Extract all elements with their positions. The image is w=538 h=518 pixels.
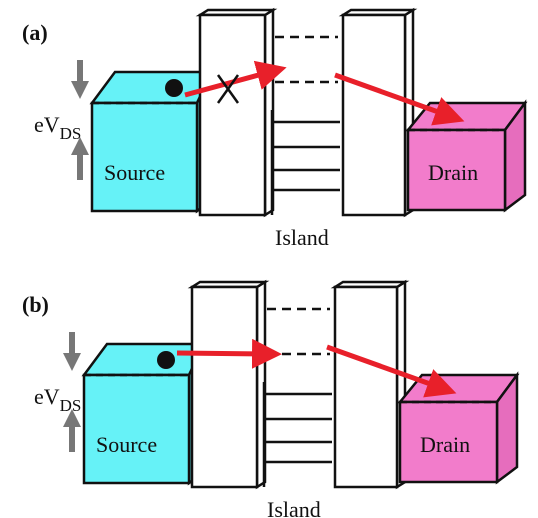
bias-subscript: DS bbox=[60, 124, 82, 143]
bias-text: eV bbox=[34, 112, 60, 137]
panel: (b) Source Island Drain eVDS bbox=[22, 282, 517, 518]
island-label: Island bbox=[267, 497, 321, 518]
tunnel-arrow bbox=[177, 353, 272, 354]
source-label: Source bbox=[96, 432, 157, 457]
bias-label: eVDS bbox=[34, 384, 81, 415]
barrier bbox=[335, 287, 397, 487]
source-top bbox=[92, 72, 212, 103]
bias-label: eVDS bbox=[34, 112, 81, 143]
source-top bbox=[84, 344, 204, 375]
barrier bbox=[192, 287, 257, 487]
bias-subscript: DS bbox=[60, 396, 82, 415]
drain-label: Drain bbox=[428, 160, 478, 185]
panel-label: (a) bbox=[22, 20, 48, 45]
source-front bbox=[84, 375, 189, 483]
electron bbox=[157, 351, 175, 369]
drain-label: Drain bbox=[420, 432, 470, 457]
panel: (a) Source Island Drain eVDS bbox=[22, 10, 525, 250]
source-label: Source bbox=[104, 160, 165, 185]
panel-label: (b) bbox=[22, 292, 49, 317]
diagram: (a)SourceIslandDraineVDS(b)SourceIslandD… bbox=[0, 0, 538, 518]
electron bbox=[165, 79, 183, 97]
source-front bbox=[92, 103, 197, 211]
bias-text: eV bbox=[34, 384, 60, 409]
barrier bbox=[343, 15, 405, 215]
island-label: Island bbox=[275, 225, 329, 250]
barrier bbox=[200, 15, 265, 215]
